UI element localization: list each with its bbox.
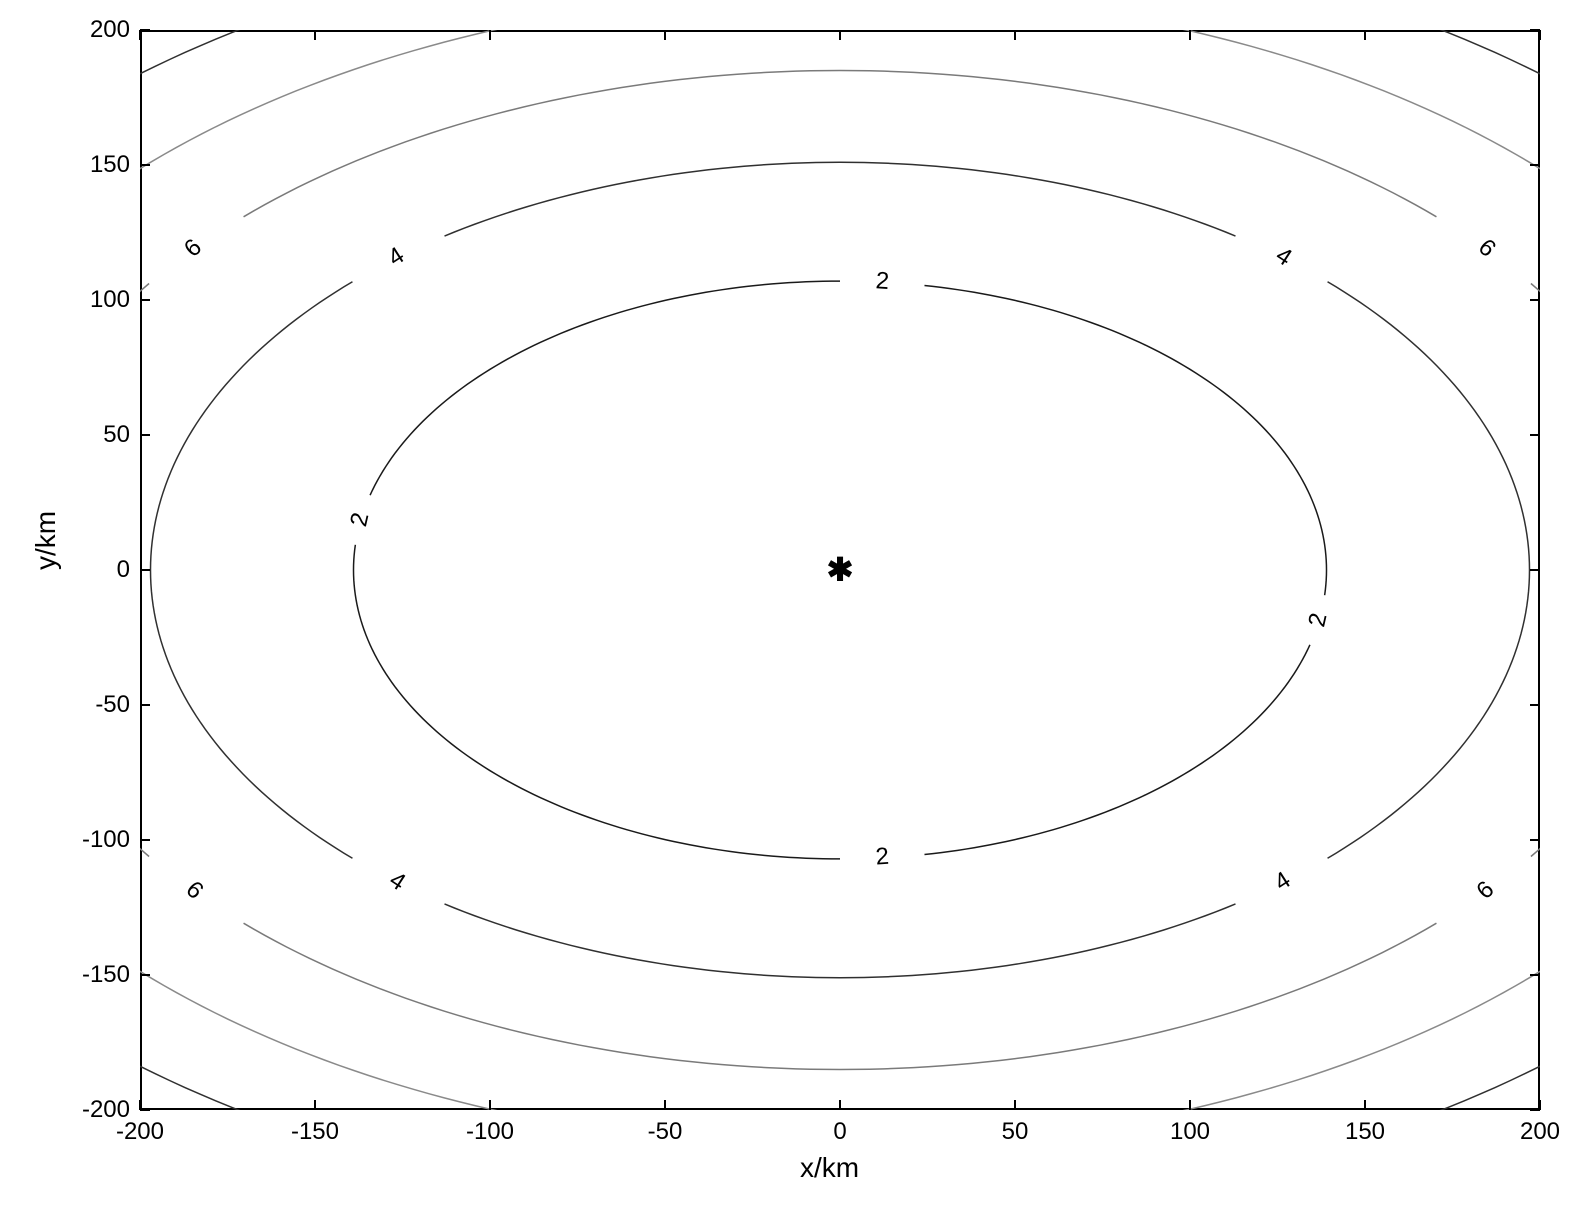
y-tick-label: 100 [50, 286, 130, 314]
x-tick-mark [664, 1100, 666, 1110]
y-tick-label: -200 [50, 1096, 130, 1124]
y-tick-label: -150 [50, 961, 130, 989]
contour-svg: 222244446666✱ [140, 30, 1540, 1110]
x-tick-mark [1189, 30, 1191, 40]
y-tick-label: 0 [50, 556, 130, 584]
contour-line [0, 71, 1592, 1070]
y-tick-mark [140, 164, 150, 166]
y-tick-mark [1530, 164, 1540, 166]
y-tick-mark [140, 704, 150, 706]
y-tick-mark [140, 299, 150, 301]
x-tick-mark [1189, 1100, 1191, 1110]
y-tick-mark [1530, 704, 1540, 706]
x-tick-label: 200 [1500, 1118, 1580, 1146]
y-tick-mark [140, 839, 150, 841]
x-tick-mark [839, 30, 841, 40]
y-tick-mark [1530, 974, 1540, 976]
x-tick-mark [664, 30, 666, 40]
x-tick-label: -100 [450, 1118, 530, 1146]
y-tick-mark [140, 1109, 150, 1111]
y-tick-mark [1530, 299, 1540, 301]
x-tick-label: 150 [1325, 1118, 1405, 1146]
x-tick-mark [1364, 30, 1366, 40]
y-tick-label: 150 [50, 151, 130, 179]
x-tick-mark [314, 1100, 316, 1110]
y-tick-label: 50 [50, 421, 130, 449]
y-tick-mark [1530, 434, 1540, 436]
x-tick-mark [489, 30, 491, 40]
x-tick-label: -50 [625, 1118, 705, 1146]
x-tick-label: 0 [800, 1118, 880, 1146]
y-tick-mark [1530, 569, 1540, 571]
x-tick-mark [1539, 30, 1541, 40]
x-tick-mark [1014, 1100, 1016, 1110]
x-axis-label: x/km [800, 1152, 859, 1184]
x-tick-label: 50 [975, 1118, 1055, 1146]
x-tick-label: 100 [1150, 1118, 1230, 1146]
contour-line [0, 0, 1592, 1148]
y-tick-mark [140, 974, 150, 976]
contour-label: 2 [875, 843, 890, 871]
y-tick-label: 200 [50, 16, 130, 44]
contour-line [0, 0, 1592, 1211]
y-tick-mark [1530, 839, 1540, 841]
y-tick-mark [140, 434, 150, 436]
y-tick-mark [140, 29, 150, 31]
x-tick-mark [839, 1100, 841, 1110]
x-tick-mark [314, 30, 316, 40]
contour-line [0, 0, 1592, 1211]
y-tick-mark [140, 569, 150, 571]
figure: 222244446666✱ x/km y/km -200-150-100-500… [0, 0, 1592, 1211]
x-tick-mark [1014, 30, 1016, 40]
y-tick-label: -100 [50, 826, 130, 854]
x-tick-mark [489, 1100, 491, 1110]
y-tick-label: -50 [50, 691, 130, 719]
y-tick-mark [1530, 1109, 1540, 1111]
x-tick-label: -150 [275, 1118, 355, 1146]
x-tick-mark [139, 30, 141, 40]
center-marker: ✱ [827, 551, 854, 587]
x-tick-mark [1364, 1100, 1366, 1110]
y-tick-mark [1530, 29, 1540, 31]
contour-label: 2 [875, 267, 890, 295]
